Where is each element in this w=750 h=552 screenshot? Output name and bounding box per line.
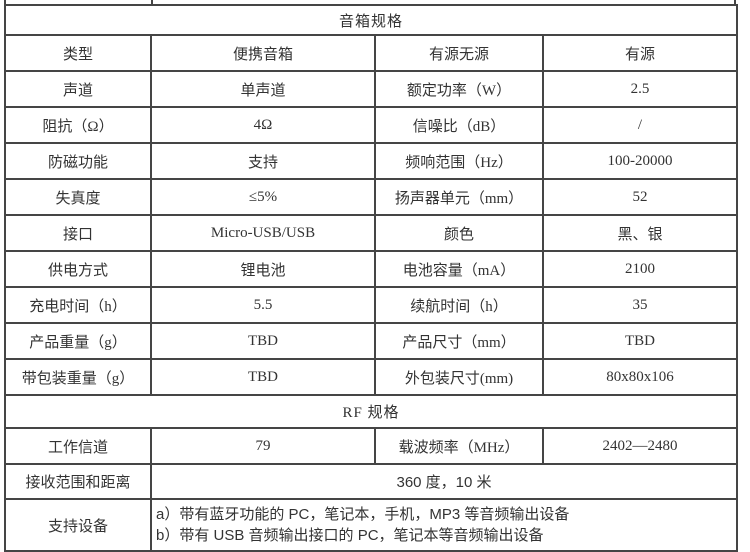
table-row-product-weight: 产品重量（g） TBD 产品尺寸（mm） TBD — [4, 322, 739, 360]
table-top-fragment-divider — [151, 0, 153, 4]
supported-devices-line-b: b）带有 USB 音频输出接口的 PC，笔记本等音频输出设备 — [156, 527, 544, 544]
spec-value-cell: a）带有蓝牙功能的 PC，笔记本，手机，MP3 等音频输出设备 b）带有 USB… — [149, 498, 739, 552]
section-header-row-rf: RF 规格 — [3, 394, 739, 429]
spec-value-cell: 52 — [541, 178, 739, 216]
spec-label-cell: 类型 — [4, 34, 152, 72]
spec-label-cell: 充电时间（h） — [4, 286, 152, 324]
spec-label-cell: 阻抗（Ω） — [4, 106, 152, 144]
spec-value-cell: 100-20000 — [541, 142, 739, 180]
spec-label-cell: 接口 — [4, 214, 152, 252]
table-row-work-channel: 工作信道 79 载波频率（MHz） 2402—2480 — [4, 427, 739, 465]
table-row-channels: 声道 单声道 额定功率（W） 2.5 — [4, 70, 739, 108]
spec-label-cell: 防磁功能 — [4, 142, 152, 180]
table-top-fragment — [4, 0, 736, 4]
spec-value-cell: Micro-USB/USB — [150, 214, 376, 252]
spec-value-cell: 2100 — [541, 250, 739, 288]
spec-value-cell: / — [541, 106, 739, 144]
table-row-interface: 接口 Micro-USB/USB 颜色 黑、银 — [4, 214, 739, 252]
spec-value-cell: 有源 — [541, 34, 739, 72]
table-row-type: 类型 便携音箱 有源无源 有源 — [4, 34, 739, 72]
section-header-row-speaker: 音箱规格 — [3, 4, 739, 36]
spec-value-cell: TBD — [150, 322, 376, 360]
spec-label-cell: 频响范围（Hz） — [374, 142, 544, 180]
table-row-supported-devices: 支持设备 a）带有蓝牙功能的 PC，笔记本，手机，MP3 等音频输出设备 b）带… — [4, 498, 739, 552]
spec-value-cell: 80x80x106 — [541, 358, 739, 396]
spec-label-cell: 产品重量（g） — [4, 322, 152, 360]
spec-label-cell: 外包装尺寸(mm) — [374, 358, 544, 396]
spec-label-cell: 电池容量（mA） — [374, 250, 544, 288]
spec-value-cell: 便携音箱 — [150, 34, 376, 72]
spec-label-cell: 额定功率（W） — [374, 70, 544, 108]
spec-value-cell: 单声道 — [150, 70, 376, 108]
table-row-charge-time: 充电时间（h） 5.5 续航时间（h） 35 — [4, 286, 739, 324]
spec-value-cell: 2402—2480 — [541, 427, 739, 465]
spec-value-cell: 支持 — [150, 142, 376, 180]
table-row-impedance: 阻抗（Ω） 4Ω 信噪比（dB） / — [4, 106, 739, 144]
section-title-rf: RF 规格 — [3, 394, 739, 429]
spec-value-cell: 锂电池 — [150, 250, 376, 288]
spec-label-cell: 颜色 — [374, 214, 544, 252]
spec-label-cell: 声道 — [4, 70, 152, 108]
spec-label-cell: 供电方式 — [4, 250, 152, 288]
spec-value-cell: 2.5 — [541, 70, 739, 108]
table-row-receive-range: 接收范围和距离 360 度，10 米 — [4, 463, 739, 500]
speaker-spec-table: 音箱规格 类型 便携音箱 有源无源 有源 声道 单声道 额定功率（W） 2.5 … — [3, 4, 739, 552]
spec-label-cell: 续航时间（h） — [374, 286, 544, 324]
spec-label-cell: 接收范围和距离 — [4, 463, 152, 500]
spec-value-cell: 360 度，10 米 — [149, 463, 739, 500]
spec-value-cell: ≤5% — [150, 178, 376, 216]
spec-label-cell: 扬声器单元（mm） — [374, 178, 544, 216]
spec-label-cell: 工作信道 — [4, 427, 152, 465]
spec-value-cell: 黑、银 — [541, 214, 739, 252]
table-row-power-supply: 供电方式 锂电池 电池容量（mA） 2100 — [4, 250, 739, 288]
spec-value-cell: 35 — [541, 286, 739, 324]
spec-value-cell: 5.5 — [150, 286, 376, 324]
spec-value-cell: TBD — [150, 358, 376, 396]
spec-value-cell: 79 — [150, 427, 376, 465]
supported-devices-line-a: a）带有蓝牙功能的 PC，笔记本，手机，MP3 等音频输出设备 — [156, 506, 570, 523]
table-row-distortion: 失真度 ≤5% 扬声器单元（mm） 52 — [4, 178, 739, 216]
spec-label-cell: 有源无源 — [374, 34, 544, 72]
table-row-antimagnetic: 防磁功能 支持 频响范围（Hz） 100-20000 — [4, 142, 739, 180]
spec-label-cell: 信噪比（dB） — [374, 106, 544, 144]
spec-value-cell: TBD — [541, 322, 739, 360]
section-title-speaker: 音箱规格 — [3, 4, 739, 36]
spec-label-cell: 带包装重量（g） — [4, 358, 152, 396]
table-row-packed-weight: 带包装重量（g） TBD 外包装尺寸(mm) 80x80x106 — [4, 358, 739, 396]
spec-label-cell: 失真度 — [4, 178, 152, 216]
spec-value-cell: 4Ω — [150, 106, 376, 144]
spec-label-cell: 载波频率（MHz） — [374, 427, 544, 465]
spec-label-cell: 支持设备 — [4, 498, 152, 552]
spec-label-cell: 产品尺寸（mm） — [374, 322, 544, 360]
